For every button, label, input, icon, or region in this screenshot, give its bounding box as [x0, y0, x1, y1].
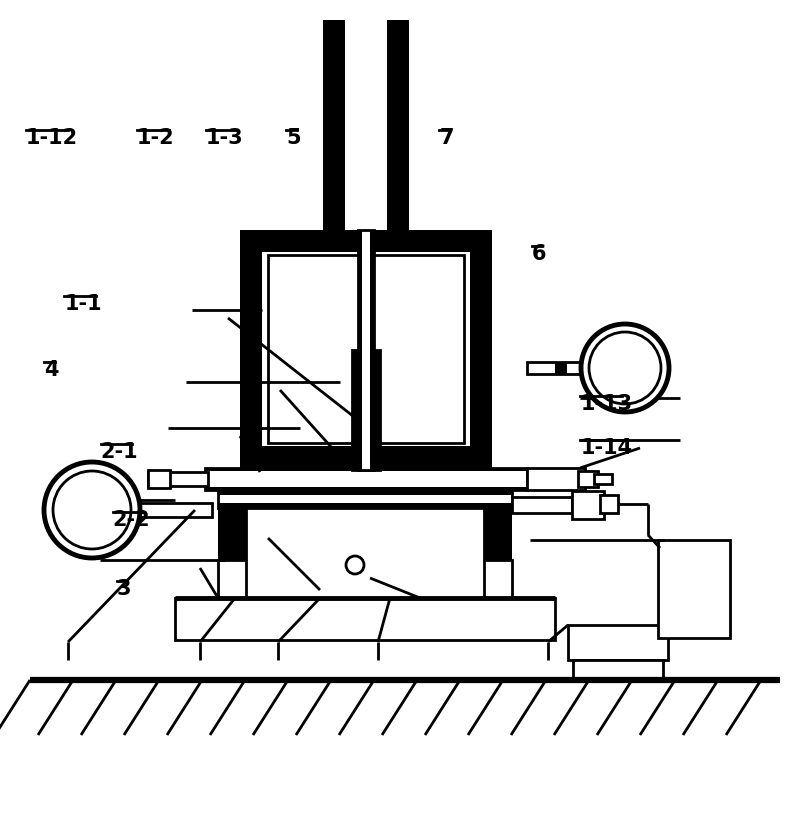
Text: 1-3: 1-3 — [206, 128, 243, 148]
Bar — [218, 560, 512, 598]
Text: 6: 6 — [532, 244, 546, 264]
Text: 1-1: 1-1 — [64, 294, 102, 313]
Text: 7: 7 — [439, 128, 454, 148]
Text: 5: 5 — [286, 128, 301, 148]
Bar — [262, 252, 470, 446]
Bar — [374, 350, 380, 470]
Bar — [578, 471, 598, 487]
Bar — [484, 490, 512, 598]
Circle shape — [44, 462, 140, 558]
Bar — [370, 230, 374, 470]
Text: 2-1: 2-1 — [101, 442, 139, 462]
Bar — [218, 490, 512, 508]
Text: 1-14: 1-14 — [580, 438, 633, 458]
Text: 2-2: 2-2 — [113, 510, 151, 530]
Bar — [246, 508, 484, 598]
Bar — [323, 20, 345, 235]
Bar — [240, 450, 492, 468]
Bar — [218, 503, 512, 508]
Bar — [358, 230, 362, 470]
Bar — [358, 230, 374, 470]
Bar — [352, 350, 358, 470]
Text: 1-12: 1-12 — [26, 128, 78, 148]
Bar — [218, 490, 512, 495]
Circle shape — [589, 332, 661, 404]
Bar — [512, 497, 572, 513]
Bar — [148, 472, 208, 486]
Circle shape — [581, 324, 669, 412]
Text: 4: 4 — [44, 360, 59, 380]
Bar — [470, 230, 492, 468]
Bar — [600, 495, 618, 513]
Text: 3: 3 — [117, 579, 131, 599]
Bar — [527, 468, 585, 490]
Bar — [240, 230, 262, 468]
Text: 1-13: 1-13 — [580, 394, 633, 414]
Bar — [387, 20, 409, 235]
Bar — [148, 470, 170, 488]
Bar — [240, 230, 492, 468]
Bar — [268, 255, 464, 443]
Bar — [352, 350, 380, 470]
Bar — [205, 468, 527, 490]
Bar — [594, 474, 612, 484]
Text: 1-2: 1-2 — [137, 128, 175, 148]
Circle shape — [346, 556, 364, 574]
Bar — [527, 362, 581, 374]
Bar — [572, 491, 604, 519]
Bar — [555, 362, 567, 374]
Circle shape — [53, 471, 131, 549]
Bar — [573, 660, 663, 680]
Bar — [240, 230, 492, 252]
Bar — [205, 468, 527, 471]
Bar — [218, 490, 246, 598]
Bar — [140, 503, 212, 517]
Bar — [658, 540, 730, 638]
Bar — [568, 625, 668, 660]
Bar — [205, 487, 527, 490]
Bar — [175, 598, 555, 640]
